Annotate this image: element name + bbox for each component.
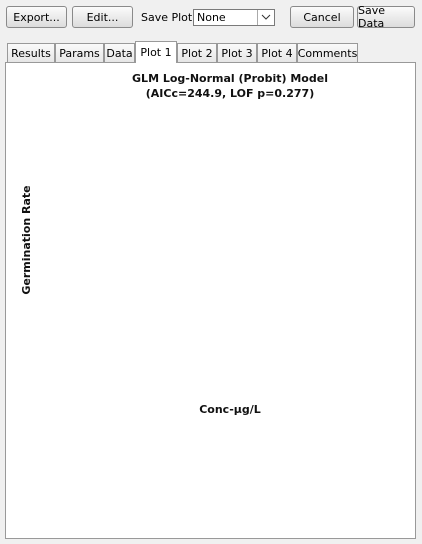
dropdown-arrow: 0.00.10.20.30.40.50.60.70204060801001201… [257,10,422,337]
tab[interactable]: Plot 1 [135,41,177,63]
chart-subtitle: (AICc=244.9, LOF p=0.277) [146,87,314,100]
chart: GLM Log-Normal (Probit) Model (AICc=244.… [20,72,328,416]
tab[interactable]: Results [7,43,55,62]
save-data-button[interactable]: Save Data [357,4,415,30]
save-plot-label: Save Plot [141,11,193,24]
save-plot-value: None [197,11,226,24]
tab[interactable]: Params [55,43,104,62]
x-axis-label: Conc-µg/L [199,403,261,416]
edit-button[interactable]: Edit... [72,6,133,28]
tab[interactable]: Plot 3 [217,43,257,62]
plot-panel [5,62,416,539]
save-plot-select[interactable]: None 0.00.10.20.30.40.50.60.7020406080100… [193,9,422,337]
tab[interactable]: Plot 2 [177,43,217,62]
tab[interactable]: Comments [297,43,358,62]
tab[interactable]: Data [104,43,135,62]
export-button[interactable]: Export... [6,6,67,28]
chart-title: GLM Log-Normal (Probit) Model [132,72,328,85]
cancel-button[interactable]: Cancel [290,6,354,28]
y-axis-label: Germination Rate [20,185,33,294]
tab[interactable]: Plot 4 [257,43,297,62]
